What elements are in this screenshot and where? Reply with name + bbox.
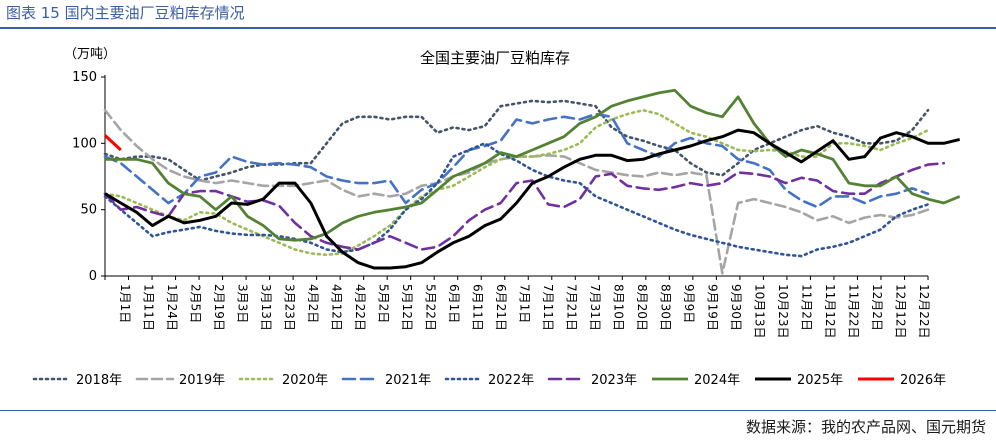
x-tick-label: 12月22日: [917, 284, 931, 339]
series-line: [103, 142, 930, 258]
legend: 2018年 2019年 2020年 2021年 2022年 2023年 2024年 2025年…: [32, 373, 946, 388]
x-tick-label: 10月13日: [753, 284, 767, 339]
x-tick-label: 9月9日: [682, 284, 696, 323]
source-note: 数据来源：我的农产品网、国元期货: [745, 418, 986, 436]
y-axis-unit: （万吨）: [64, 47, 116, 62]
legend-label: 2020年: [282, 373, 328, 388]
series-line: [105, 88, 961, 242]
x-tick-label: 8月30日: [659, 284, 673, 331]
x-tick-label: 6月1日: [447, 284, 461, 323]
x-tick-label: 12月2日: [870, 284, 884, 331]
x-tick-label: 9月19日: [706, 284, 720, 331]
series-line: [103, 99, 930, 182]
x-tick-label: 12月12日: [894, 284, 908, 339]
x-tick-label: 2月19日: [212, 284, 226, 331]
figure-caption: 图表 15 国内主要油厂豆粕库存情况: [6, 4, 245, 22]
x-tick-label: 5月22日: [423, 284, 437, 331]
x-tick-label: 4月22日: [353, 284, 367, 331]
x-tick-label: 3月23日: [282, 284, 296, 331]
line-chart: 全国主要油厂豆粕库存 （万吨） 0 50 100 150 1月1日 1月11日 1月24日…: [32, 47, 961, 388]
x-tick-label: 11月2日: [800, 284, 814, 331]
x-tick-label: 11月22日: [847, 284, 861, 339]
x-tick-label: 5月12日: [400, 284, 414, 331]
x-tick-label: 1月11日: [141, 284, 155, 331]
y-tick-label: 150: [72, 70, 97, 85]
x-axis: 1月1日 1月11日 1月24日 2月5日 2月19日 3月3日 3月13日 3月23日 4月2…: [104, 275, 931, 339]
legend-label: 2018年: [76, 373, 122, 388]
x-tick-label: 7月1日: [518, 284, 532, 323]
y-tick-label: 0: [89, 269, 97, 284]
legend-label: 2022年: [488, 373, 534, 388]
x-tick-label: 7月11日: [541, 284, 555, 331]
footer-rule: [0, 410, 996, 411]
x-tick-label: 6月11日: [470, 284, 484, 331]
x-tick-label: 6月21日: [494, 284, 508, 331]
x-tick-label: 4月2日: [306, 284, 320, 323]
x-tick-label: 4月12日: [329, 284, 343, 331]
legend-label: 2024年: [694, 373, 740, 388]
x-tick-label: 3月3日: [235, 284, 249, 323]
x-tick-label: 3月13日: [259, 284, 273, 331]
x-tick-label: 8月10日: [612, 284, 626, 331]
series-line: [103, 112, 930, 209]
y-tick-label: 100: [72, 136, 97, 151]
chart-title: 全国主要油厂豆粕库存: [420, 49, 570, 67]
legend-label: 2026年: [900, 373, 946, 388]
legend-label: 2019年: [179, 373, 225, 388]
x-tick-label: 2月5日: [188, 284, 202, 323]
caption-rule: [0, 27, 996, 29]
x-tick-label: 10月23日: [776, 284, 790, 339]
y-axis: 0 50 100 150: [72, 70, 106, 284]
x-tick-label: 5月2日: [376, 284, 390, 323]
x-tick-label: 7月21日: [565, 284, 579, 331]
legend-label: 2025年: [797, 373, 843, 388]
x-tick-label: 1月1日: [118, 284, 132, 323]
x-tick-label: 8月20日: [635, 284, 649, 331]
legend-label: 2023年: [591, 373, 637, 388]
x-tick-label: 7月31日: [588, 284, 602, 331]
x-tick-label: 11月12日: [823, 284, 837, 339]
series-line: [103, 134, 122, 152]
legend-label: 2021年: [385, 373, 431, 388]
x-tick-label: 1月24日: [165, 284, 179, 331]
series-line: [103, 161, 946, 251]
series-line: [104, 128, 961, 270]
y-tick-label: 50: [80, 203, 97, 218]
series-line: [103, 108, 930, 275]
x-tick-label: 9月30日: [729, 284, 743, 331]
series-layer: [103, 88, 961, 275]
